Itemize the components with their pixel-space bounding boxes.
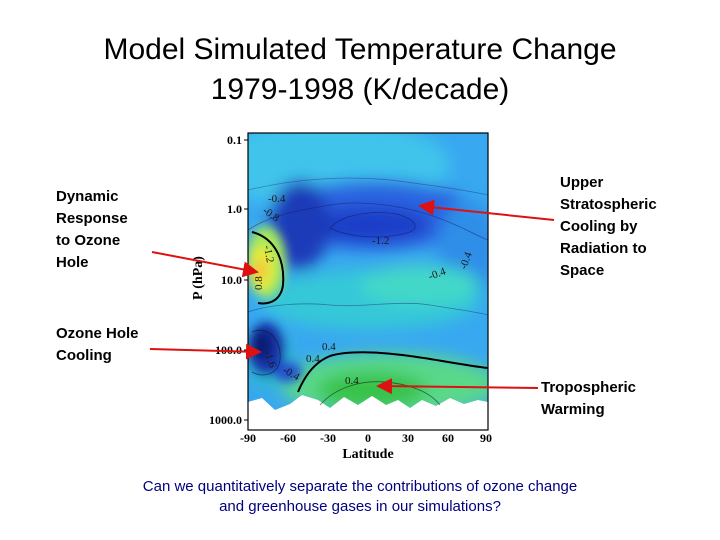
annotation-dynamic-response: Dynamic Response to Ozone Hole bbox=[56, 188, 128, 271]
y-tick-label: 1000.0 bbox=[209, 413, 242, 427]
contour-label: 0.4 bbox=[345, 375, 359, 387]
contour-label: -0.4 bbox=[458, 250, 475, 271]
y-axis: 0.1 1.0 10.0 100.0 1000.0 P (hPa) bbox=[191, 133, 248, 427]
y-axis-label: P (hPa) bbox=[191, 256, 206, 300]
contour-label: -1.2 bbox=[372, 235, 389, 247]
arrow-tropospheric-warming bbox=[376, 378, 539, 395]
x-axis-label: Latitude bbox=[342, 447, 393, 462]
closing-question: Can we quantitatively separate the contr… bbox=[142, 478, 578, 515]
x-tick-label: -30 bbox=[320, 431, 336, 445]
arrow-upper-stratospheric bbox=[418, 199, 555, 221]
contour-label: -1.6 bbox=[261, 349, 278, 370]
contour-label: 0.4 bbox=[306, 353, 320, 365]
y-tick-label: 10.0 bbox=[221, 273, 242, 287]
x-tick-label: -90 bbox=[240, 431, 256, 445]
x-axis: -90 -60 -30 0 30 60 90 Latitude bbox=[240, 431, 492, 462]
x-tick-label: 30 bbox=[402, 431, 414, 445]
annotation-arrows bbox=[149, 199, 555, 395]
contour-label: -0.4 bbox=[268, 193, 286, 205]
arrow-ozone-hole-cooling bbox=[149, 343, 262, 360]
arrow-dynamic-response bbox=[151, 251, 259, 278]
annotation-tropospheric-warming: Tropospheric Warming bbox=[541, 379, 637, 418]
x-tick-label: -60 bbox=[280, 431, 296, 445]
contour-label: 0.4 bbox=[322, 341, 336, 353]
contour-label: -0.4 bbox=[427, 265, 448, 282]
annotation-ozone-hole-cooling: Ozone Hole Cooling bbox=[56, 325, 139, 364]
contour-label: 0.8 bbox=[253, 276, 265, 290]
annotation-upper-stratospheric-cooling: Upper Stratospheric Cooling by Radiation… bbox=[560, 174, 657, 279]
x-tick-label: 0 bbox=[365, 431, 371, 445]
y-tick-label: 100.0 bbox=[215, 343, 242, 357]
y-tick-label: 0.1 bbox=[227, 133, 242, 147]
y-tick-label: 1.0 bbox=[227, 202, 242, 216]
contour-label: -1.2 bbox=[261, 244, 276, 263]
plot-frame bbox=[247, 132, 489, 431]
slide-title: Model Simulated Temperature Change 1979-… bbox=[103, 33, 617, 106]
x-tick-label: 60 bbox=[442, 431, 454, 445]
x-tick-label: 90 bbox=[480, 431, 492, 445]
contour-label-group: -0.8 -0.4 -1.2 -1.2 -0.4 -0.4 0.8 -1.6 -… bbox=[253, 193, 475, 387]
